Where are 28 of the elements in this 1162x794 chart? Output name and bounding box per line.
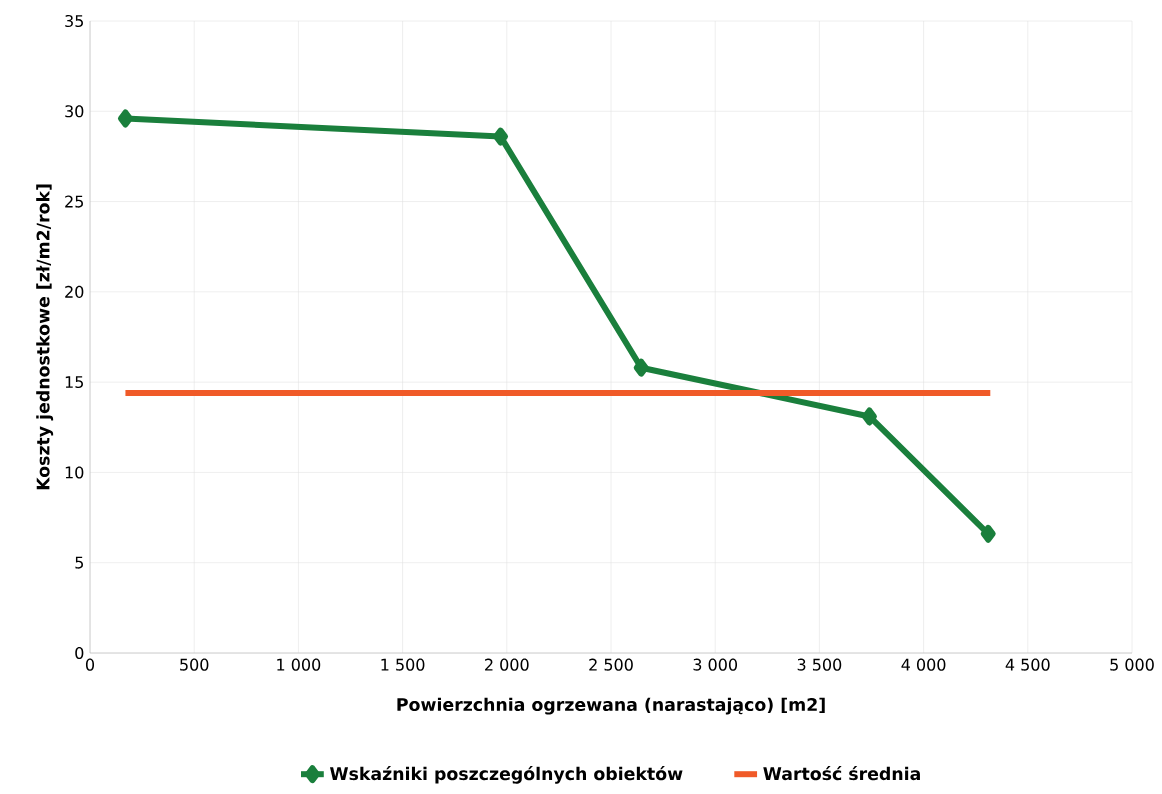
y-tick-label: 25 <box>65 195 84 208</box>
x-tick-label: 2 500 <box>589 658 633 671</box>
x-tick-label: 3 500 <box>797 658 842 671</box>
y-tick-label: 35 <box>65 14 84 28</box>
y-tick-label: 20 <box>65 285 84 298</box>
point <box>980 524 996 543</box>
x-tick-label: 5 000 <box>1110 658 1154 671</box>
x-tick-label: 1 000 <box>277 658 321 671</box>
point <box>117 109 133 128</box>
x-tick-label: 4 000 <box>901 658 946 671</box>
y-axis-title: Koszty jednostkowe [zł/m2/rok] <box>36 184 54 490</box>
y-tick-label: 0 <box>75 646 84 660</box>
y-tick-label: 5 <box>75 556 84 569</box>
y-tick-label: 30 <box>65 105 84 118</box>
x-tick-label: 500 <box>180 658 209 671</box>
x-tick-label: 2 000 <box>485 658 529 671</box>
x-tick-label: 0 <box>85 658 95 671</box>
x-tick-label: 4 500 <box>1005 658 1050 671</box>
legend-label: Wartość średnia <box>763 766 920 781</box>
x-axis-title: Powierzchnia ogrzewana (narastająco) [m2] <box>397 697 825 715</box>
y-tick-label: 10 <box>65 466 84 479</box>
x-tick-label: 1 500 <box>381 658 425 671</box>
y-tick-label: 15 <box>65 376 84 389</box>
point <box>493 127 509 146</box>
point <box>633 358 649 377</box>
x-tick-label: 3 000 <box>693 658 738 671</box>
point <box>861 407 877 426</box>
legend-label: Wskaźniki poszczególnych obiektów <box>329 766 683 784</box>
